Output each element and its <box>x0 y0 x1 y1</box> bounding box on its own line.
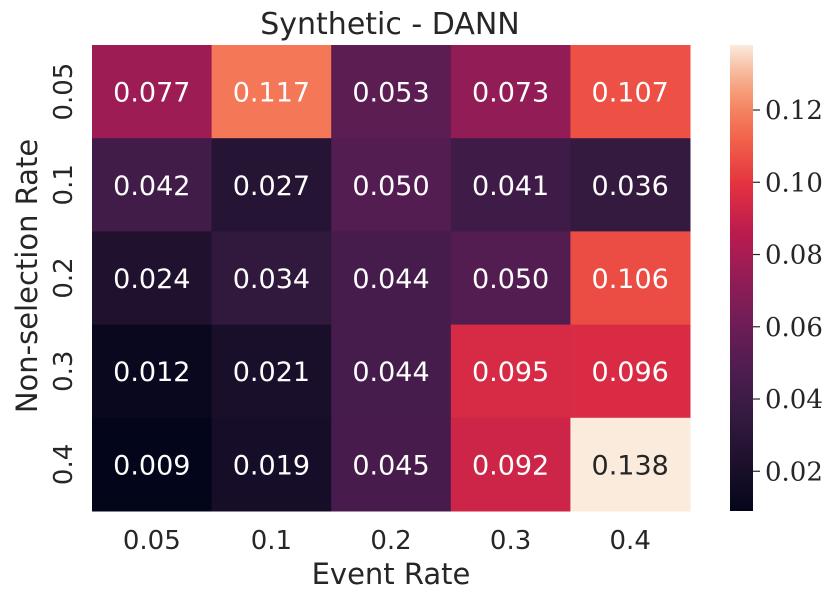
cell-value-label: 0.027 <box>233 171 310 202</box>
cell-value-label: 0.077 <box>113 78 190 109</box>
y-tick-label: 0.4 <box>49 444 79 485</box>
y-tick-label: 0.1 <box>49 164 79 205</box>
heatmap-cell <box>211 231 332 326</box>
cell-value-label: 0.041 <box>472 171 549 202</box>
x-tick-labels: 0.05 0.1 0.2 0.3 0.4 <box>123 526 651 556</box>
cell-value-label: 0.053 <box>352 78 429 109</box>
heatmap-cell <box>331 324 452 419</box>
heatmap-cell <box>450 138 571 232</box>
cell-value-label: 0.092 <box>472 450 549 481</box>
x-tick-label: 0.4 <box>610 526 651 556</box>
heatmap-cell <box>331 417 452 512</box>
cell-value-label: 0.034 <box>233 264 310 295</box>
cell-value-label: 0.044 <box>352 264 429 295</box>
cell-value-label: 0.050 <box>352 171 429 202</box>
heatmap-cell <box>211 138 332 232</box>
x-tick-label: 0.2 <box>370 526 411 556</box>
heatmap-cell <box>331 138 452 232</box>
heatmap-cells: 0.077 0.117 0.053 0.073 0.107 0.042 0.027 0.050… <box>92 45 691 512</box>
cell-value-label: 0.036 <box>592 171 669 202</box>
chart-title: Synthetic - DANN <box>260 7 520 42</box>
colorbar-tick-label: 0.12 <box>765 96 823 126</box>
colorbar-tick-label: 0.08 <box>765 241 823 271</box>
cell-value-label: 0.044 <box>352 357 429 388</box>
cell-value-label: 0.095 <box>472 357 549 388</box>
heatmap-cell <box>92 324 213 419</box>
heatmap-cell <box>92 45 213 139</box>
cell-value-label: 0.019 <box>233 450 310 481</box>
cell-value-label: 0.107 <box>592 78 669 109</box>
cell-value-label: 0.009 <box>113 450 190 481</box>
heatmap-cell <box>450 324 571 419</box>
colorbar-tick-label: 0.02 <box>765 457 823 487</box>
y-tick-label: 0.05 <box>49 63 79 121</box>
colorbar <box>730 45 753 511</box>
cell-value-label: 0.138 <box>592 450 669 481</box>
x-axis-title: Event Rate <box>312 557 471 591</box>
heatmap-cell <box>570 231 691 326</box>
y-axis-title: Non-selection Rate <box>10 139 44 413</box>
cell-value-label: 0.021 <box>233 357 310 388</box>
colorbar-tick-label: 0.06 <box>765 313 823 343</box>
x-tick-label: 0.1 <box>251 526 292 556</box>
colorbar-tick-label: 0.10 <box>765 168 823 198</box>
x-tick-label: 0.05 <box>123 526 181 556</box>
heatmap-cell <box>92 138 213 232</box>
y-tick-label: 0.3 <box>49 351 79 392</box>
cell-value-label: 0.073 <box>472 78 549 109</box>
colorbar-ticks: 0.02 0.04 0.06 0.08 0.10 0.12 <box>753 96 823 487</box>
heatmap-cell <box>570 324 691 419</box>
heatmap-cell <box>450 417 571 512</box>
colorbar-tick-label: 0.04 <box>765 385 823 415</box>
cell-value-label: 0.024 <box>113 264 190 295</box>
heatmap-cell <box>450 45 571 139</box>
x-tick-label: 0.3 <box>490 526 531 556</box>
heatmap-cell <box>211 417 332 512</box>
y-tick-label: 0.2 <box>49 257 79 298</box>
cell-value-label: 0.012 <box>113 357 190 388</box>
heatmap-cell <box>570 138 691 232</box>
heatmap-cell <box>211 45 332 139</box>
heatmap-cell <box>331 45 452 139</box>
cell-value-label: 0.050 <box>472 264 549 295</box>
cell-value-label: 0.096 <box>592 357 669 388</box>
heatmap-cell <box>92 417 213 512</box>
y-tick-labels: 0.05 0.1 0.2 0.3 0.4 <box>49 63 79 485</box>
heatmap-cell <box>570 417 691 512</box>
cell-value-label: 0.042 <box>113 171 190 202</box>
heatmap-cell <box>331 231 452 326</box>
cell-value-label: 0.117 <box>233 78 310 109</box>
heatmap-cell <box>450 231 571 326</box>
cell-value-label: 0.106 <box>592 264 669 295</box>
heatmap-cell <box>211 324 332 419</box>
heatmap-cell <box>92 231 213 326</box>
cell-value-label: 0.045 <box>352 450 429 481</box>
heatmap-cell <box>570 45 691 139</box>
